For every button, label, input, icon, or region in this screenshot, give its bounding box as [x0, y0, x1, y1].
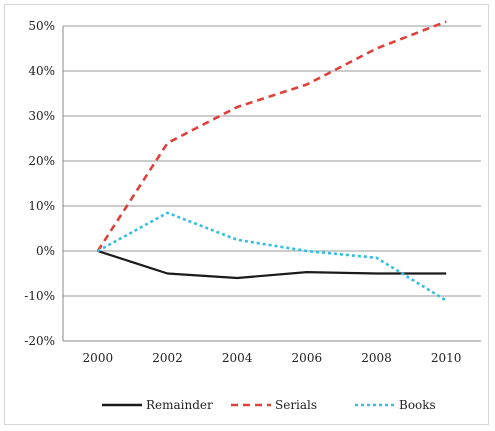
x-tick-label: 2004: [222, 351, 253, 365]
legend: Remainder Serials Books: [102, 398, 436, 412]
line-chart: 50%40%30%20%10%0%-10%-20% 2000 2002 2004 20…: [24, 19, 481, 412]
legend-label-serials: Serials: [275, 398, 317, 412]
y-tick-label: -20%: [24, 334, 55, 348]
series-line-remainder: [97, 249, 447, 280]
series-line-serials: [96, 20, 447, 252]
x-tick-label: 2008: [361, 351, 392, 365]
x-tick-label: 2006: [292, 351, 323, 365]
y-tick-label: 10%: [28, 199, 55, 213]
y-tick-label: 30%: [28, 109, 55, 123]
gridlines: [63, 25, 481, 297]
axes: [62, 26, 481, 342]
y-tick-label: 0%: [36, 244, 55, 258]
y-tick-label: 20%: [28, 154, 55, 168]
y-tick-label: 50%: [28, 19, 55, 33]
series-line-books: [97, 211, 447, 302]
x-tick-label: 2000: [83, 351, 114, 365]
legend-label-remainder: Remainder: [146, 398, 213, 412]
y-axis-tick-labels: 50% 40% 30% 20% 10% 0% -10% -20%: [24, 19, 55, 348]
chart-frame: 50% 40% 30% 20% 10% 0% -10% -20% 2000 2002 2004 20…: [4, 4, 489, 425]
y-tick-label: -10%: [24, 289, 55, 303]
x-tick-label: 2010: [431, 351, 462, 365]
legend-label-books: Books: [399, 398, 436, 412]
y-tick-label: 40%: [28, 64, 55, 78]
x-axis-tick-labels: 2000 2002 2004 2006 2008 2010: [83, 351, 462, 365]
x-tick-label: 2002: [152, 351, 183, 365]
series-lines: [96, 20, 447, 302]
